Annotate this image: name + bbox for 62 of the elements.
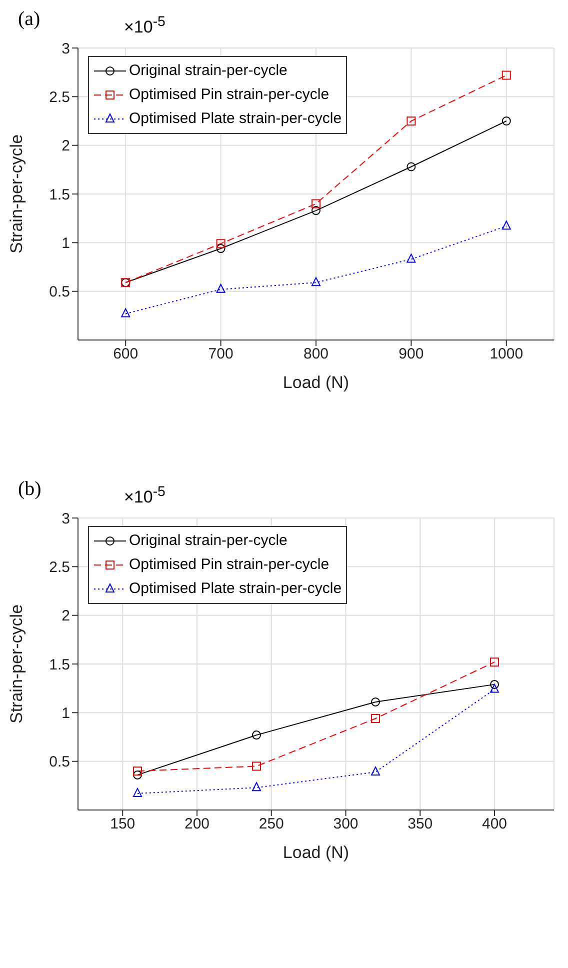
y-tick-label: 2 [62, 608, 70, 625]
x-tick-label: 400 [482, 816, 508, 833]
point [133, 788, 142, 797]
y-tick-label: 1 [62, 234, 70, 252]
y-tick-label: 0.5 [49, 284, 70, 301]
x-axis-title: Load (N) [282, 373, 350, 392]
y-tick-label: 1 [62, 704, 70, 722]
point [121, 308, 130, 318]
x-tick-label: 350 [408, 816, 433, 833]
point [252, 762, 261, 771]
y-tick-label: 2 [62, 138, 70, 155]
y-tick-label: 3 [62, 40, 70, 58]
point [371, 714, 380, 724]
point [312, 277, 320, 286]
point [312, 199, 320, 208]
chart-title: (b) [18, 478, 42, 501]
legend-label: Optimised Plate strain-per-cycle [129, 579, 342, 599]
point [133, 766, 142, 776]
x-tick-label: 250 [258, 816, 284, 833]
x-tick-label: 300 [333, 816, 358, 833]
point [371, 766, 380, 776]
legend-label: Optimised Plate strain-per-cycle [129, 109, 342, 129]
x-tick-label: 200 [184, 816, 210, 833]
point [371, 697, 380, 706]
legend-label: Original strain-per-cycle [129, 531, 288, 551]
y-tick-label: 1.5 [49, 186, 70, 204]
legend-label: Original strain-per-cycle [129, 61, 288, 81]
point [252, 730, 261, 740]
point [502, 116, 511, 126]
legend-label: Optimised Pin strain-per-cycle [129, 555, 330, 575]
x-tick-label: 600 [113, 346, 138, 363]
text: ×10$^{-5}$ [124, 484, 166, 508]
x-tick-label: 1000 [490, 346, 524, 363]
text: ×10$^{-5}$ [124, 14, 166, 38]
x-tick-label: 700 [208, 346, 234, 363]
y-tick-label: 1.5 [49, 656, 70, 674]
chart-title: (a) [18, 8, 40, 31]
point [216, 239, 226, 248]
x-tick-label: 150 [110, 816, 136, 833]
point [406, 162, 416, 172]
point [490, 658, 499, 667]
point [216, 284, 226, 293]
point [490, 680, 499, 689]
x-tick-label: 800 [303, 346, 329, 363]
point [502, 70, 511, 80]
x-tick-label: 900 [398, 346, 424, 363]
y-tick-label: 0.5 [49, 754, 70, 771]
y-tick-label: 2.5 [49, 88, 70, 106]
y-axis-title: Strain-per-cycle [7, 134, 26, 254]
x-axis-title: Load (N) [282, 843, 350, 862]
point [133, 770, 142, 780]
point [406, 254, 416, 263]
y-tick-label: 3 [62, 510, 70, 528]
point [406, 116, 416, 126]
point [216, 244, 226, 254]
point [490, 684, 499, 693]
legend-label: Optimised Pin strain-per-cycle [129, 85, 330, 105]
y-axis-title: Strain-per-cycle [7, 604, 26, 724]
point [252, 782, 261, 792]
y-tick-label: 2.5 [49, 558, 70, 576]
point [502, 220, 511, 230]
point [312, 206, 320, 216]
